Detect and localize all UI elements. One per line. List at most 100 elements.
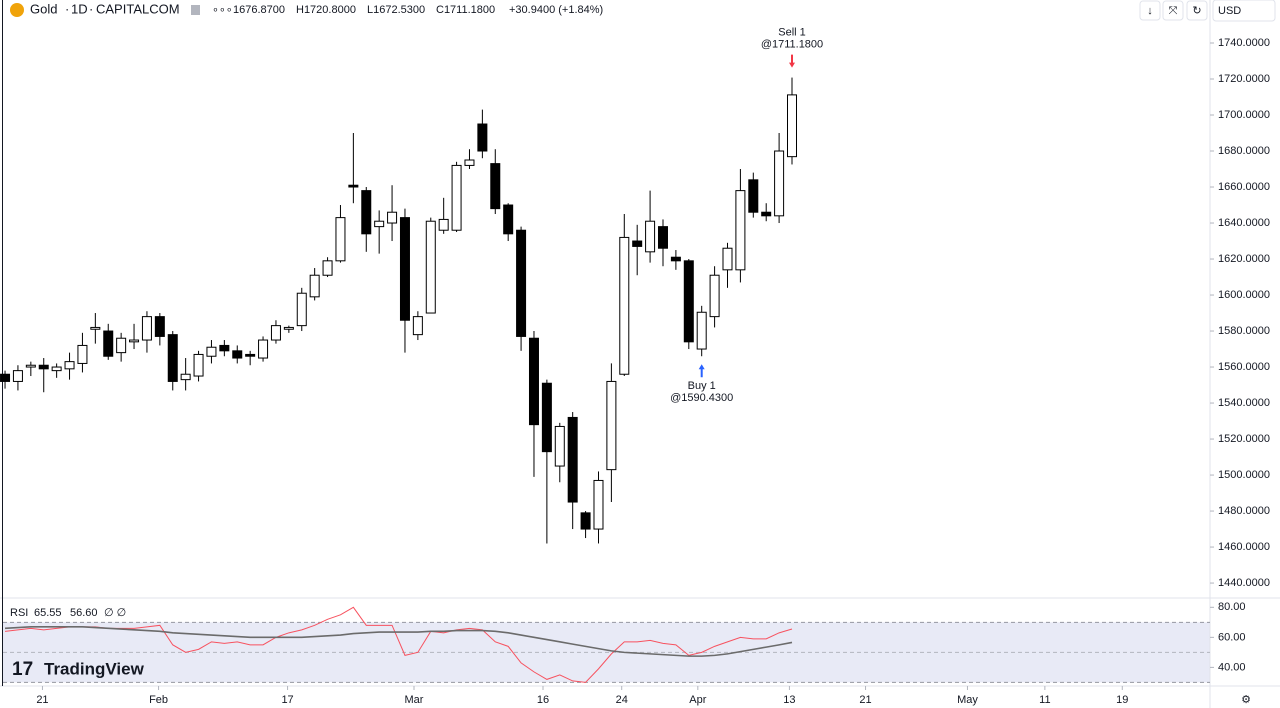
candle-body	[219, 344, 230, 352]
settings-icon[interactable]: ⚙	[1241, 694, 1251, 706]
candle-body	[606, 380, 617, 471]
candle-body	[619, 236, 630, 375]
annotation-price: @1590.4300	[670, 392, 733, 404]
y-tick-label: 60.00	[1218, 631, 1246, 643]
watermark: TradingView	[44, 659, 145, 678]
x-tick-label: 21	[859, 694, 871, 706]
candle-body	[309, 274, 320, 298]
y-tick-label: 1600.0000	[1218, 289, 1270, 301]
rsi-line	[4, 606, 793, 683]
y-tick-label: 1500.0000	[1218, 469, 1270, 481]
candle-body	[632, 240, 643, 247]
candle-body	[348, 184, 359, 188]
candle-body	[748, 179, 759, 213]
y-tick-label: 1480.0000	[1218, 505, 1270, 517]
candle-body	[787, 94, 798, 158]
x-tick-label: May	[957, 694, 978, 706]
candle-body	[38, 364, 49, 370]
candle-body	[232, 350, 243, 359]
candle-body	[374, 220, 385, 228]
candle-body	[477, 123, 488, 152]
candle-body	[761, 211, 772, 217]
ohlc-close: C1711.1800	[436, 4, 495, 16]
y-tick-label: 1540.0000	[1218, 397, 1270, 409]
candle-body	[399, 217, 410, 321]
y-tick-label: 1620.0000	[1218, 253, 1270, 265]
candle-body	[412, 316, 423, 336]
x-tick-label: Mar	[405, 694, 424, 706]
rsi-legend-value: 65.55	[34, 607, 62, 619]
candle-body	[141, 316, 152, 341]
ohlc-change: +30.9400 (+1.84%)	[509, 4, 603, 16]
candle-body	[722, 247, 733, 271]
candle-body	[735, 190, 746, 271]
candle-body	[129, 339, 140, 343]
currency-button[interactable]	[1212, 0, 1276, 22]
candle-body	[0, 373, 11, 382]
fullscreen-icon: ⤧	[1169, 5, 1178, 17]
candle-body	[774, 150, 785, 217]
y-tick-label: 1580.0000	[1218, 325, 1270, 337]
candle-body	[154, 316, 165, 337]
candle-body	[451, 164, 462, 231]
candle-body	[683, 260, 694, 343]
candle-body	[657, 226, 668, 249]
annotation-price: @1711.1800	[761, 38, 823, 50]
x-tick-label: 21	[36, 694, 48, 706]
y-tick-label: 1720.0000	[1218, 73, 1270, 85]
candle-body	[696, 311, 707, 350]
scroll-button[interactable]	[1139, 0, 1161, 21]
candle-body	[51, 366, 62, 372]
buy-arrow	[698, 364, 705, 378]
candle-body	[335, 217, 346, 262]
candle-body	[503, 204, 514, 235]
candle-body	[528, 337, 539, 426]
x-tick-label: Apr	[689, 694, 706, 706]
more-button[interactable]: ∘∘∘	[212, 4, 233, 16]
reload-button[interactable]	[1186, 0, 1208, 21]
reload-icon: ↻	[1192, 5, 1201, 17]
candle-body	[645, 220, 656, 253]
candle-body	[245, 353, 256, 357]
candle-body	[709, 274, 720, 318]
x-tick-label: 19	[1116, 694, 1128, 706]
y-tick-label: 1460.0000	[1218, 541, 1270, 553]
logo-mark: 17	[12, 659, 33, 680]
candle-body	[64, 361, 75, 370]
candle-body	[180, 373, 191, 381]
candle-body	[283, 326, 294, 330]
candle-body	[322, 260, 333, 276]
flag-button[interactable]	[191, 5, 200, 15]
candle-body	[270, 325, 281, 341]
candle-body	[387, 211, 398, 224]
y-tick-label: 1660.0000	[1218, 181, 1270, 193]
y-tick-label: 1700.0000	[1218, 109, 1270, 121]
x-tick-label: Feb	[149, 694, 168, 706]
y-tick-label: 1560.0000	[1218, 361, 1270, 373]
candle-body	[116, 337, 127, 354]
candle-body	[516, 229, 527, 337]
candle-body	[438, 218, 449, 231]
sell-arrow	[789, 54, 796, 68]
x-tick-label: 16	[537, 694, 549, 706]
x-tick-label: 11	[1039, 694, 1050, 706]
fullscreen-button[interactable]	[1162, 0, 1184, 21]
symbol-icon	[10, 3, 24, 17]
interval: 1D	[71, 1, 88, 16]
candle-body	[593, 479, 604, 530]
candle-body	[464, 159, 475, 166]
annotation-label: Sell 1	[778, 26, 806, 38]
candle-body	[554, 425, 565, 467]
y-tick-label: 1520.0000	[1218, 433, 1270, 445]
candle-body	[77, 344, 88, 364]
rsi-title: RSI	[10, 607, 28, 619]
candle-body	[25, 364, 36, 368]
candle-body	[567, 416, 578, 503]
rsi-line	[4, 626, 793, 657]
candle-body	[580, 512, 591, 530]
candle-body	[258, 339, 269, 359]
y-tick-label: 40.00	[1218, 661, 1246, 673]
rsi-legend-na: ∅ ∅	[104, 607, 126, 619]
symbol: Gold	[30, 1, 57, 16]
